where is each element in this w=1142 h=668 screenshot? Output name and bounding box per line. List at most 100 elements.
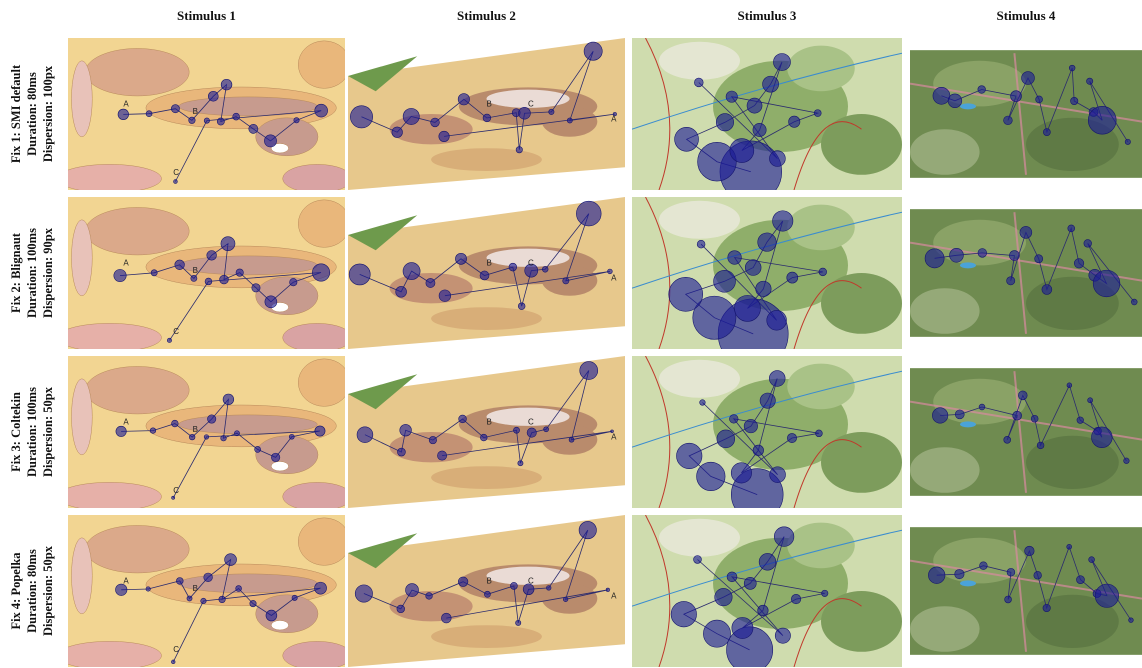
terrain	[659, 360, 740, 398]
fixation	[584, 42, 602, 60]
fixation	[255, 446, 261, 452]
fixation	[315, 582, 327, 594]
fixation	[1089, 557, 1095, 563]
fixation	[1084, 240, 1092, 248]
point-label: C	[528, 258, 534, 267]
fixation	[767, 310, 787, 330]
stimulus-panel	[910, 527, 1142, 655]
fixation	[396, 286, 407, 297]
fixation	[1077, 417, 1084, 424]
terrain	[431, 466, 542, 489]
terrain	[910, 129, 980, 175]
terrain	[787, 46, 855, 92]
terrain	[787, 364, 855, 410]
fixation	[1018, 391, 1027, 400]
fixation	[773, 54, 790, 71]
terrain	[431, 307, 542, 330]
fixation	[150, 428, 156, 434]
point-label: C	[173, 168, 179, 177]
row-label: Duration: 100ms	[25, 387, 39, 477]
fixation	[171, 660, 175, 664]
fixation	[114, 269, 126, 281]
fixation	[1007, 568, 1015, 576]
fixation	[266, 610, 277, 621]
fixation	[116, 584, 127, 595]
terrain	[58, 641, 162, 668]
stimulus-panel	[910, 209, 1142, 337]
fixation	[700, 400, 706, 406]
point-label: A	[123, 258, 129, 267]
fixation	[439, 131, 449, 141]
fixation	[189, 434, 195, 440]
stimulus-panel: ABC	[58, 515, 352, 668]
fixation	[745, 260, 761, 276]
fixation	[948, 94, 962, 108]
fixation	[753, 445, 764, 456]
terrain	[283, 482, 352, 511]
terrain	[910, 606, 980, 652]
fixation	[220, 275, 229, 284]
terrain	[85, 48, 189, 95]
row-label: Fix 3: Coltekin	[9, 392, 23, 472]
fixation	[694, 556, 702, 564]
fixation	[1088, 398, 1093, 403]
fixation	[510, 582, 517, 589]
fixation	[769, 151, 785, 167]
fixation	[606, 588, 609, 591]
fixation	[1025, 546, 1035, 556]
column-header: Stimulus 1	[177, 8, 236, 23]
fixation	[441, 613, 451, 623]
fixation	[167, 338, 171, 342]
fixation	[822, 590, 828, 596]
fixation	[677, 443, 702, 468]
point-label: A	[611, 592, 617, 601]
point-label: A	[123, 99, 129, 108]
row-label: Dispersion: 100px	[41, 65, 55, 162]
fixation	[727, 572, 737, 582]
fixation	[758, 605, 769, 616]
fixation	[205, 278, 212, 285]
fixation	[1007, 277, 1015, 285]
column-header: Stimulus 4	[997, 8, 1056, 23]
fixation	[204, 435, 209, 440]
fixation	[426, 593, 433, 600]
fixation	[744, 419, 757, 432]
fixation	[455, 253, 466, 264]
fixation	[349, 264, 370, 285]
fixation	[773, 211, 793, 231]
fixation	[523, 584, 534, 595]
fixation	[1093, 270, 1120, 297]
fixation	[519, 107, 531, 119]
fixation	[204, 118, 209, 123]
fixation	[546, 586, 551, 591]
terrain	[58, 482, 162, 511]
fixation	[714, 270, 736, 292]
terrain	[179, 415, 317, 434]
fixation	[350, 106, 372, 128]
terrain	[71, 379, 92, 455]
terrain	[58, 323, 162, 352]
fixation	[250, 600, 256, 606]
fixation	[221, 237, 235, 251]
fixation	[516, 147, 522, 153]
fixation	[732, 617, 753, 638]
fixation	[759, 553, 776, 570]
fixation	[928, 567, 945, 584]
fixation	[518, 461, 523, 466]
fixation	[549, 109, 554, 114]
fixation	[208, 91, 218, 101]
stimulus-panel: BCA	[348, 515, 625, 667]
row-label: Fix 4: Popelka	[9, 552, 23, 630]
fixation	[1042, 284, 1052, 294]
fixation	[403, 263, 420, 280]
terrain	[298, 41, 350, 89]
fixation	[775, 628, 790, 643]
point-label: B	[193, 266, 198, 275]
fixation	[694, 78, 703, 87]
fixation	[1009, 251, 1019, 261]
fixation	[726, 91, 737, 102]
fixation	[221, 435, 227, 441]
fixation	[933, 87, 950, 104]
stimulus-panel	[632, 515, 902, 668]
fixation	[403, 108, 419, 124]
